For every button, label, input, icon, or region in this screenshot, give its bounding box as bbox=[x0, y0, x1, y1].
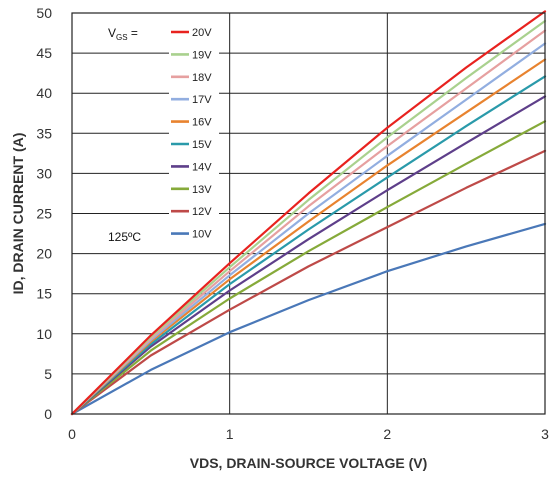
y-tick-label: 5 bbox=[44, 366, 52, 382]
legend-label-17v: 17V bbox=[192, 94, 212, 106]
x-tick-label: 1 bbox=[226, 426, 234, 442]
series-line-13v bbox=[70, 120, 547, 416]
legend-label-14v: 14V bbox=[192, 161, 212, 173]
temperature-annotation: 125ºC bbox=[108, 230, 141, 244]
series-line-18v bbox=[70, 29, 547, 416]
series-line-16v bbox=[70, 58, 547, 416]
legend-title: VGS = bbox=[108, 26, 138, 42]
legend-title-subscript: GS bbox=[116, 33, 128, 42]
plot-border bbox=[71, 12, 546, 415]
x-tick-label: 3 bbox=[541, 426, 549, 442]
legend-label-13v: 13V bbox=[192, 184, 212, 196]
y-tick-label: 50 bbox=[36, 5, 52, 21]
legend-title-main: V bbox=[108, 26, 116, 40]
series-line-17v bbox=[70, 42, 547, 416]
series-line-15v bbox=[70, 75, 547, 416]
series-line-19v bbox=[70, 19, 547, 416]
y-tick-label: 30 bbox=[36, 165, 52, 181]
series-line-14v bbox=[70, 95, 547, 416]
series-line-12v bbox=[70, 149, 547, 416]
y-tick-label: 15 bbox=[36, 286, 52, 302]
y-tick-label: 20 bbox=[36, 246, 52, 262]
legend-label-19v: 19V bbox=[192, 49, 212, 61]
legend: 20V 19V 18V 17V 16V 15V 14V 13V 12V 10V bbox=[169, 19, 219, 241]
legend-label-16v: 16V bbox=[192, 117, 212, 129]
series-lines bbox=[70, 10, 547, 416]
legend-label-18v: 18V bbox=[192, 72, 212, 84]
x-tick-labels: 0 1 2 3 bbox=[68, 426, 549, 442]
y-tick-label: 0 bbox=[44, 406, 52, 422]
x-tick-label: 0 bbox=[68, 426, 76, 442]
y-tick-label: 10 bbox=[36, 326, 52, 342]
series-line-10v bbox=[70, 222, 547, 416]
y-tick-label: 25 bbox=[36, 206, 52, 222]
y-tick-labels: 0 5 10 15 20 25 30 35 40 45 50 bbox=[36, 5, 52, 422]
legend-label-15v: 15V bbox=[192, 139, 212, 151]
y-tick-label: 40 bbox=[36, 85, 52, 101]
plot-frame bbox=[71, 12, 546, 415]
legend-title-suffix: = bbox=[128, 26, 138, 40]
y-tick-label: 45 bbox=[36, 45, 52, 61]
legend-label-12v: 12V bbox=[192, 206, 212, 218]
y-tick-label: 35 bbox=[36, 125, 52, 141]
y-axis-title: ID, DRAIN CURRENT (A) bbox=[10, 133, 26, 295]
legend-label-10v: 10V bbox=[192, 229, 212, 241]
series-line-20v bbox=[70, 10, 547, 416]
x-tick-label: 2 bbox=[383, 426, 391, 442]
x-axis-title: VDS, DRAIN-SOURCE VOLTAGE (V) bbox=[190, 455, 428, 471]
legend-label-20v: 20V bbox=[192, 27, 212, 39]
